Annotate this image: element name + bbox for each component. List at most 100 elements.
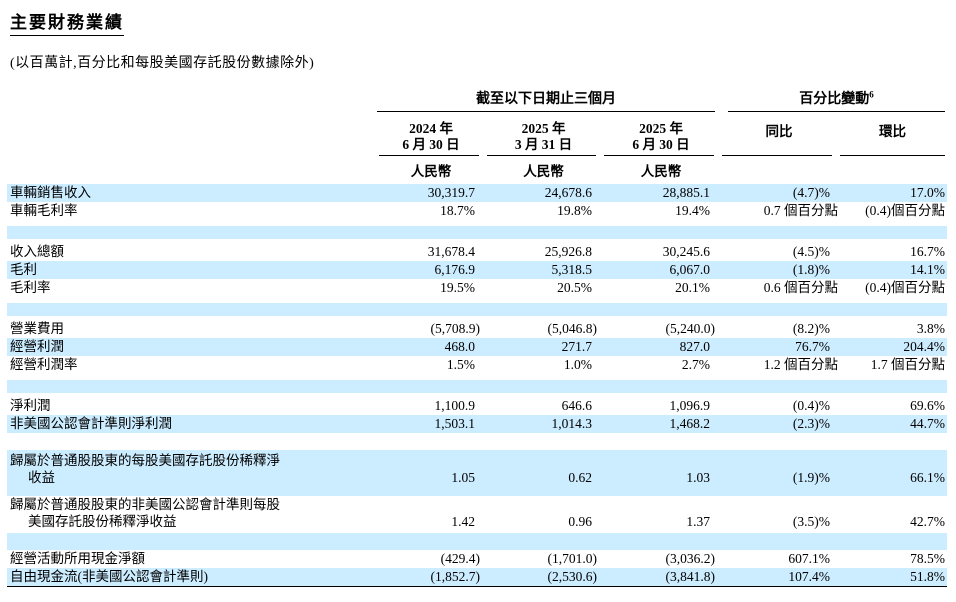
currency-label: 人民幣 xyxy=(410,164,452,179)
cell-value: 607.1% xyxy=(788,551,831,566)
change-group-label: 百分比變動6 xyxy=(728,88,946,112)
row-label: 淨利潤 xyxy=(10,398,51,413)
cell-value: 1.37 xyxy=(686,514,711,529)
cell-value: 20.5% xyxy=(557,280,592,295)
cell-value: 1,014.3 xyxy=(551,416,593,431)
table-row: 非美國公認會計準則淨利潤 1,503.1 1,014.3 1,468.2 (2.… xyxy=(7,415,948,433)
column-underline xyxy=(487,155,596,156)
cell-value: (0.4)% xyxy=(792,398,831,413)
cell-value: 646.6 xyxy=(561,398,592,413)
cell-value: 0.7 個百分點 xyxy=(763,203,839,218)
cell-value xyxy=(485,433,602,450)
cell-value: (2,530.6) xyxy=(547,569,598,584)
cell-value: 66.1% xyxy=(910,470,946,485)
cell-value xyxy=(602,374,721,397)
cell-value: 19.4% xyxy=(675,203,711,218)
row-label: 經營利潤 xyxy=(10,339,64,354)
col-header-qoq: 環比 xyxy=(838,112,947,156)
empty-header-cell xyxy=(7,156,377,184)
cell-value xyxy=(377,297,485,320)
col-header-yoy: 同比 xyxy=(720,112,838,156)
row-label: 自由現金流(非美國公認會計準則) xyxy=(10,569,208,584)
cell-value: (1,852.7) xyxy=(430,569,481,584)
cell-value: 1.7 個百分點 xyxy=(870,357,946,372)
cell-value: (3.5)% xyxy=(792,514,831,529)
cell-value: (2.3)% xyxy=(792,416,831,431)
row-label xyxy=(7,433,377,450)
cell-value xyxy=(720,533,838,550)
cell-value: (3,036.2) xyxy=(665,551,716,566)
cell-value: (1.8)% xyxy=(792,262,831,277)
cell-value: 6,067.0 xyxy=(669,262,711,277)
row-label: 收入總額 xyxy=(10,244,64,259)
row-label: 營業費用 xyxy=(10,321,64,336)
cell-value: 30,245.6 xyxy=(662,244,711,259)
change-group-header: 百分比變動6 xyxy=(720,88,947,112)
cell-value xyxy=(720,297,839,320)
column-underline xyxy=(604,155,715,156)
cell-value xyxy=(602,533,720,550)
row-label: 車輛毛利率 xyxy=(10,203,78,218)
row-label: 歸屬於普通股股東的每股美國存託股份稀釋淨 收益 xyxy=(10,453,280,485)
table-row: 經營利潤 468.0 271.7 827.0 76.7% 204.4% xyxy=(7,338,948,356)
cell-value: 107.4% xyxy=(788,569,831,584)
cell-value: 78.5% xyxy=(910,551,946,566)
cell-value: 204.4% xyxy=(903,339,946,354)
cell-value: 30,319.7 xyxy=(427,185,475,200)
table-row: 毛利率 19.5% 20.5% 20.1% 0.6 個百分點 (0.4)個百分點 xyxy=(7,279,948,300)
cell-value: (1.9)% xyxy=(792,470,831,485)
table-row xyxy=(7,220,948,243)
cell-value: 24,678.6 xyxy=(544,185,592,200)
cell-value: 2.7% xyxy=(681,357,711,372)
cell-value: (429.4) xyxy=(440,551,480,566)
page-subtitle: (以百萬計,百分比和每股美國存託股份數據除外) xyxy=(10,56,315,71)
cell-value xyxy=(720,433,838,450)
empty-corner-cell xyxy=(7,88,377,112)
cell-value: 1.05 xyxy=(451,470,475,485)
cell-value: (0.4)個百分點 xyxy=(865,203,946,218)
row-label xyxy=(7,297,377,320)
table-row: 歸屬於普通股股東的非美國公認會計準則每股 美國存託股份稀釋淨收益 1.42 0.… xyxy=(7,496,948,533)
column-underline xyxy=(379,155,479,156)
cell-value: 1.5% xyxy=(446,357,475,372)
cell-value: 18.7% xyxy=(440,203,475,218)
cell-value xyxy=(485,297,602,320)
currency-label: 人民幣 xyxy=(523,164,564,179)
cell-value: 1.0% xyxy=(563,357,592,372)
cell-value: (8.2)% xyxy=(792,321,831,336)
empty-header-cell xyxy=(720,156,838,184)
periods-group-header: 截至以下日期止三個月 xyxy=(377,88,720,112)
cell-value: (4.5)% xyxy=(792,244,831,259)
currency-header-row: 人民幣 人民幣 人民幣 xyxy=(7,156,947,184)
cell-value: (0.4)個百分點 xyxy=(865,280,946,295)
table-row: 歸屬於普通股股東的每股美國存託股份稀釋淨 收益 1.05 0.62 1.03 (… xyxy=(7,450,948,496)
cell-value: 0.6 個百分點 xyxy=(763,280,839,295)
cell-value: (5,708.9) xyxy=(430,321,481,336)
cell-value: 51.8% xyxy=(910,569,946,584)
column-underline xyxy=(840,155,946,156)
cell-value xyxy=(838,220,948,243)
periods-group-label: 截至以下日期止三個月 xyxy=(377,88,716,112)
cell-value: 16.7% xyxy=(910,244,946,259)
cell-value: 19.8% xyxy=(557,203,592,218)
cell-value xyxy=(838,533,947,550)
bottom-rule xyxy=(7,586,948,587)
cell-value: 1.42 xyxy=(451,514,475,529)
cell-value: 1.03 xyxy=(686,470,711,485)
row-label: 經營利潤率 xyxy=(10,357,78,372)
cell-value: (4.7)% xyxy=(792,185,831,200)
cell-value: 69.6% xyxy=(910,398,946,413)
cell-value: 827.0 xyxy=(679,339,711,354)
currency-label: 人民幣 xyxy=(640,164,682,179)
table-footer xyxy=(7,586,948,587)
cell-value: 3.8% xyxy=(916,321,946,336)
cell-value xyxy=(377,220,485,243)
cell-value: 20.1% xyxy=(675,280,711,295)
bottom-rule-row xyxy=(7,586,948,587)
table-row xyxy=(7,433,948,450)
row-label: 毛利 xyxy=(10,262,37,277)
